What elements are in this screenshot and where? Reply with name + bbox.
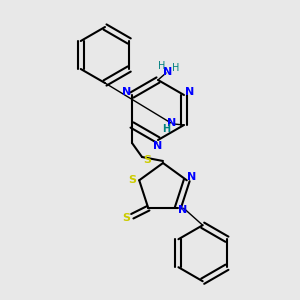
Text: S: S bbox=[143, 155, 151, 165]
Text: N: N bbox=[167, 118, 177, 128]
Text: N: N bbox=[122, 87, 131, 97]
Text: S: S bbox=[122, 213, 130, 223]
Text: N: N bbox=[187, 172, 196, 182]
Text: N: N bbox=[164, 67, 172, 77]
Text: N: N bbox=[178, 205, 187, 215]
Text: N: N bbox=[153, 141, 163, 151]
Text: S: S bbox=[128, 175, 136, 185]
Text: N: N bbox=[184, 87, 194, 97]
Text: H: H bbox=[158, 61, 166, 71]
Text: H: H bbox=[162, 124, 170, 134]
Text: H: H bbox=[172, 63, 180, 73]
